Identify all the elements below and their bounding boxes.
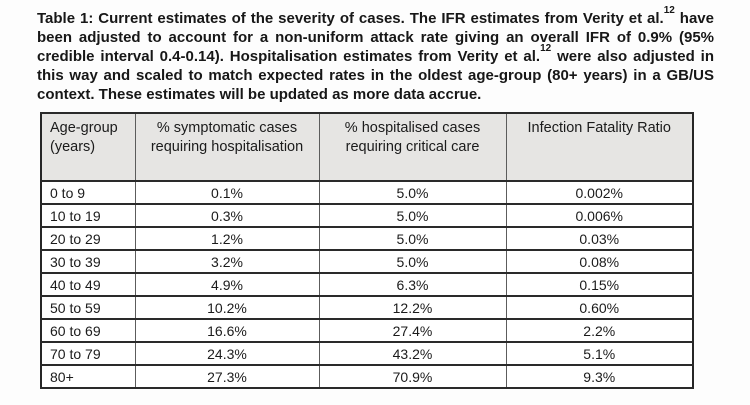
- cell-critical-care: 43.2%: [318, 341, 507, 366]
- header-cell-symptomatic-hospitalisation: % symptomatic cases requiring hospitalis…: [134, 112, 320, 182]
- cell-critical-care: 5.0%: [318, 180, 507, 205]
- severity-table: Age-group (years) % symptomatic cases re…: [40, 112, 694, 389]
- table-row: 80+ 27.3% 70.9% 9.3%: [40, 364, 694, 389]
- cell-infection-fatality-ratio: 0.60%: [505, 295, 694, 320]
- cell-age-group: 20 to 29: [40, 226, 136, 251]
- cell-critical-care: 70.9%: [318, 364, 507, 389]
- cell-symptomatic-hospitalisation: 0.1%: [134, 180, 320, 205]
- cell-infection-fatality-ratio: 0.15%: [505, 272, 694, 297]
- cell-critical-care: 27.4%: [318, 318, 507, 343]
- cell-age-group: 0 to 9: [40, 180, 136, 205]
- table-row: 70 to 79 24.3% 43.2% 5.1%: [40, 341, 694, 366]
- header-cell-hospitalised-critical-care: % hospitalised cases requiring critical …: [318, 112, 507, 182]
- caption-text-3: were also adjusted in this way and scale…: [37, 48, 714, 103]
- caption-superscript-1: 12: [663, 5, 675, 16]
- table-row: 10 to 19 0.3% 5.0% 0.006%: [40, 203, 694, 228]
- header-cell-infection-fatality-ratio: Infection Fatality Ratio: [505, 112, 694, 182]
- table-row: 0 to 9 0.1% 5.0% 0.002%: [40, 180, 694, 205]
- cell-critical-care: 5.0%: [318, 203, 507, 228]
- cell-age-group: 30 to 39: [40, 249, 136, 274]
- cell-symptomatic-hospitalisation: 10.2%: [134, 295, 320, 320]
- cell-critical-care: 5.0%: [318, 249, 507, 274]
- table-row: 60 to 69 16.6% 27.4% 2.2%: [40, 318, 694, 343]
- table-row: 20 to 29 1.2% 5.0% 0.03%: [40, 226, 694, 251]
- cell-infection-fatality-ratio: 5.1%: [505, 341, 694, 366]
- caption-text-1: Table 1: Current estimates of the severi…: [37, 10, 664, 27]
- cell-symptomatic-hospitalisation: 3.2%: [134, 249, 320, 274]
- table-caption: Table 1: Current estimates of the severi…: [37, 6, 714, 104]
- cell-critical-care: 12.2%: [318, 295, 507, 320]
- cell-infection-fatality-ratio: 0.006%: [505, 203, 694, 228]
- table-header-row: Age-group (years) % symptomatic cases re…: [40, 112, 694, 182]
- cell-symptomatic-hospitalisation: 0.3%: [134, 203, 320, 228]
- cell-age-group: 70 to 79: [40, 341, 136, 366]
- cell-symptomatic-hospitalisation: 16.6%: [134, 318, 320, 343]
- cell-symptomatic-hospitalisation: 27.3%: [134, 364, 320, 389]
- caption-text-2: have been adjusted to account for a non-…: [37, 10, 714, 65]
- caption-superscript-2: 12: [540, 43, 552, 54]
- table-row: 40 to 49 4.9% 6.3% 0.15%: [40, 272, 694, 297]
- cell-infection-fatality-ratio: 2.2%: [505, 318, 694, 343]
- cell-infection-fatality-ratio: 0.08%: [505, 249, 694, 274]
- cell-infection-fatality-ratio: 9.3%: [505, 364, 694, 389]
- cell-critical-care: 6.3%: [318, 272, 507, 297]
- cell-age-group: 10 to 19: [40, 203, 136, 228]
- cell-symptomatic-hospitalisation: 24.3%: [134, 341, 320, 366]
- cell-age-group: 60 to 69: [40, 318, 136, 343]
- cell-infection-fatality-ratio: 0.002%: [505, 180, 694, 205]
- cell-age-group: 40 to 49: [40, 272, 136, 297]
- cell-age-group: 80+: [40, 364, 136, 389]
- cell-critical-care: 5.0%: [318, 226, 507, 251]
- header-cell-age-group: Age-group (years): [40, 112, 136, 182]
- cell-symptomatic-hospitalisation: 4.9%: [134, 272, 320, 297]
- cell-symptomatic-hospitalisation: 1.2%: [134, 226, 320, 251]
- table-row: 50 to 59 10.2% 12.2% 0.60%: [40, 295, 694, 320]
- cell-age-group: 50 to 59: [40, 295, 136, 320]
- table-row: 30 to 39 3.2% 5.0% 0.08%: [40, 249, 694, 274]
- cell-infection-fatality-ratio: 0.03%: [505, 226, 694, 251]
